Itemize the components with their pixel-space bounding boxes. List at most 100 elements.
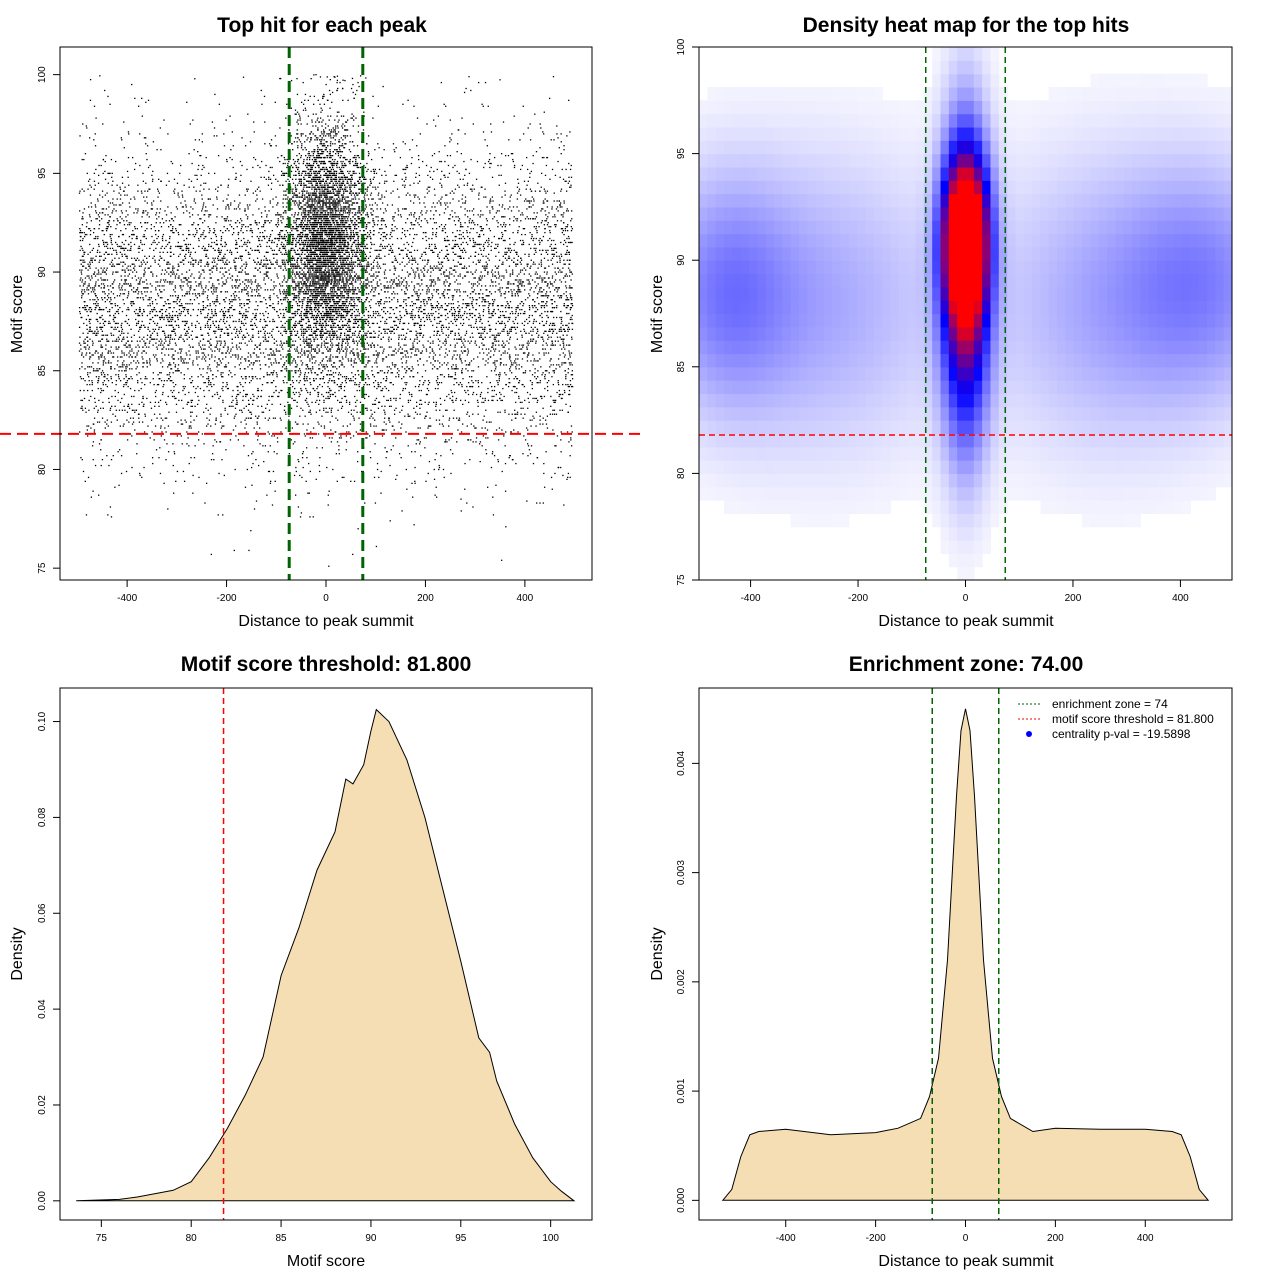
scatter-point — [263, 460, 265, 463]
scatter-point — [90, 318, 92, 321]
scatter-point — [254, 314, 256, 317]
scatter-point — [358, 324, 360, 327]
scatter-point — [552, 344, 555, 346]
scatter-point — [386, 332, 388, 334]
scatter-point — [232, 293, 235, 295]
scatter-point — [231, 376, 233, 378]
scatter-point — [444, 352, 447, 354]
scatter-point — [545, 291, 548, 293]
scatter-point — [497, 245, 499, 248]
scatter-point — [168, 340, 171, 342]
scatter-point — [173, 301, 175, 303]
scatter-point — [217, 370, 219, 372]
scatter-point — [538, 263, 540, 265]
scatter-point — [564, 275, 566, 277]
scatter-point — [323, 425, 326, 427]
scatter-point — [146, 287, 148, 289]
scatter-point — [89, 322, 91, 325]
scatter-point — [91, 261, 93, 263]
scatter-point — [481, 301, 483, 303]
scatter-point — [168, 281, 170, 283]
scatter-point — [523, 273, 525, 275]
scatter-point — [135, 289, 138, 291]
scatter-point — [317, 99, 319, 101]
scatter-point — [492, 451, 494, 453]
scatter-point — [314, 139, 316, 141]
scatter-point — [380, 233, 382, 236]
scatter-point — [88, 380, 90, 382]
scatter-point — [112, 340, 114, 342]
scatter-point — [395, 399, 397, 402]
scatter-point — [377, 105, 380, 107]
scatter-point — [474, 322, 477, 325]
scatter-point — [378, 352, 380, 354]
scatter-point — [231, 401, 233, 404]
scatter-point — [418, 166, 420, 169]
scatter-point — [453, 308, 456, 311]
scatter-point — [500, 295, 502, 297]
scatter-point — [458, 316, 460, 319]
scatter-point — [269, 299, 271, 301]
scatter-point — [555, 224, 557, 226]
scatter-point — [90, 427, 92, 429]
scatter-point — [531, 334, 533, 336]
scatter-point — [343, 265, 345, 267]
scatter-point — [399, 397, 401, 400]
scatter-point — [481, 322, 483, 325]
scatter-point — [355, 233, 358, 236]
scatter-point — [305, 387, 307, 390]
scatter-point — [429, 299, 432, 301]
scatter-point — [470, 360, 473, 362]
scatter-point — [359, 423, 362, 425]
scatter-point — [111, 176, 113, 178]
scatter-point — [140, 241, 142, 244]
scatter-point — [133, 334, 135, 336]
scatter-point — [386, 322, 388, 325]
scatter-point — [434, 125, 437, 127]
scatter-point — [262, 226, 265, 228]
scatter-point — [138, 389, 140, 392]
scatter-point — [400, 216, 402, 218]
scatter-point — [426, 411, 428, 413]
scatter-point — [346, 289, 348, 291]
scatter-point — [298, 113, 300, 115]
scatter-point — [549, 229, 551, 232]
scatter-point — [357, 275, 359, 277]
scatter-point — [252, 352, 255, 354]
scatter-point — [145, 210, 147, 212]
scatter-point — [109, 322, 111, 325]
scatter-point — [164, 338, 166, 340]
scatter-point — [120, 245, 122, 248]
scatter-point — [414, 303, 417, 305]
scatter-point — [190, 457, 192, 459]
scatter-point — [97, 387, 99, 390]
scatter-point — [277, 395, 279, 398]
scatter-point — [230, 295, 233, 297]
scatter-point — [119, 401, 122, 404]
scatter-point — [446, 354, 449, 356]
scatter-point — [253, 121, 255, 123]
scatter-point — [349, 297, 352, 299]
scatter-point — [291, 385, 294, 388]
scatter-point — [542, 324, 545, 327]
scatter-point — [567, 476, 569, 479]
scatter-point — [497, 273, 500, 275]
scatter-point — [444, 303, 446, 305]
scatter-point — [466, 316, 468, 319]
scatter-point — [130, 395, 133, 398]
scatter-point — [169, 314, 171, 317]
scatter-point — [225, 261, 227, 263]
scatter-point — [499, 372, 501, 374]
scatter-point — [544, 174, 547, 177]
scatter-point — [186, 210, 188, 212]
scatter-point — [487, 257, 489, 259]
scatter-point — [290, 263, 293, 265]
scatter-point — [265, 178, 267, 180]
scatter-point — [501, 429, 503, 431]
scatter-point — [539, 249, 541, 252]
scatter-point — [231, 395, 233, 398]
scatter-point — [198, 245, 200, 248]
scatter-point — [376, 322, 378, 325]
scatter-point — [208, 358, 211, 360]
scatter-point — [537, 360, 539, 362]
